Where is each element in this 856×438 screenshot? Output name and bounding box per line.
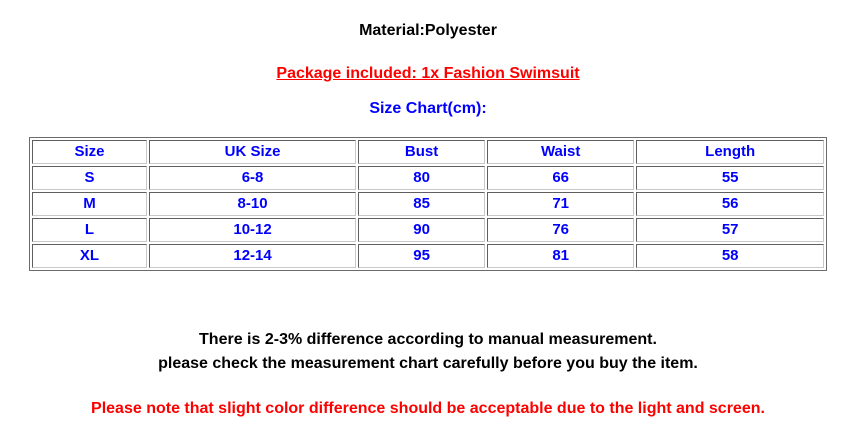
size-table-row: L 10-12 90 76 57: [32, 218, 824, 242]
size-table-cell: 56: [636, 192, 824, 216]
size-table-cell: 90: [358, 218, 485, 242]
size-table-cell: 85: [358, 192, 485, 216]
size-table-cell: 10-12: [148, 218, 357, 242]
measurement-notes: There is 2-3% difference according to ma…: [0, 328, 856, 376]
size-table-cell: 66: [486, 166, 635, 190]
size-table-header-row: Size UK Size Bust Waist Length: [32, 140, 824, 164]
material-line: Material:Polyester: [359, 22, 497, 39]
size-table: Size UK Size Bust Waist Length S 6-8 80 66 55 M 8-…: [29, 137, 827, 271]
size-table-cell: 76: [486, 218, 635, 242]
size-table-body: S 6-8 80 66 55 M 8-10 85 71 56 L 10-12 90 76 57 XL 12-14…: [32, 166, 824, 268]
size-table-row: XL 12-14 95 81 58: [32, 244, 824, 268]
size-table-cell: XL: [32, 244, 147, 268]
size-table-row: S 6-8 80 66 55: [32, 166, 824, 190]
size-table-cell: 55: [636, 166, 824, 190]
size-table-cell: 12-14: [148, 244, 357, 268]
size-table-header-cell: UK Size: [148, 140, 357, 164]
size-table-cell: S: [32, 166, 147, 190]
color-difference-note: Please note that slight color difference…: [91, 400, 765, 417]
size-table-cell: 57: [636, 218, 824, 242]
size-table-header-cell: Waist: [486, 140, 635, 164]
size-table-cell: 71: [486, 192, 635, 216]
size-table-cell: 81: [486, 244, 635, 268]
size-table-header-cell: Size: [32, 140, 147, 164]
size-table-row: M 8-10 85 71 56: [32, 192, 824, 216]
size-table-header-cell: Length: [636, 140, 824, 164]
package-included-line: Package included: 1x Fashion Swimsuit: [276, 65, 580, 82]
size-table-cell: L: [32, 218, 147, 242]
size-table-cell: 6-8: [148, 166, 357, 190]
size-table-cell: 58: [636, 244, 824, 268]
size-table-cell: M: [32, 192, 147, 216]
size-table-cell: 95: [358, 244, 485, 268]
size-chart-title: Size Chart(cm):: [369, 100, 487, 117]
size-table-cell: 8-10: [148, 192, 357, 216]
size-table-header-cell: Bust: [358, 140, 485, 164]
measurement-note-line1: There is 2-3% difference according to ma…: [199, 331, 657, 348]
measurement-note-line2: please check the measurement chart caref…: [158, 355, 698, 372]
size-table-cell: 80: [358, 166, 485, 190]
